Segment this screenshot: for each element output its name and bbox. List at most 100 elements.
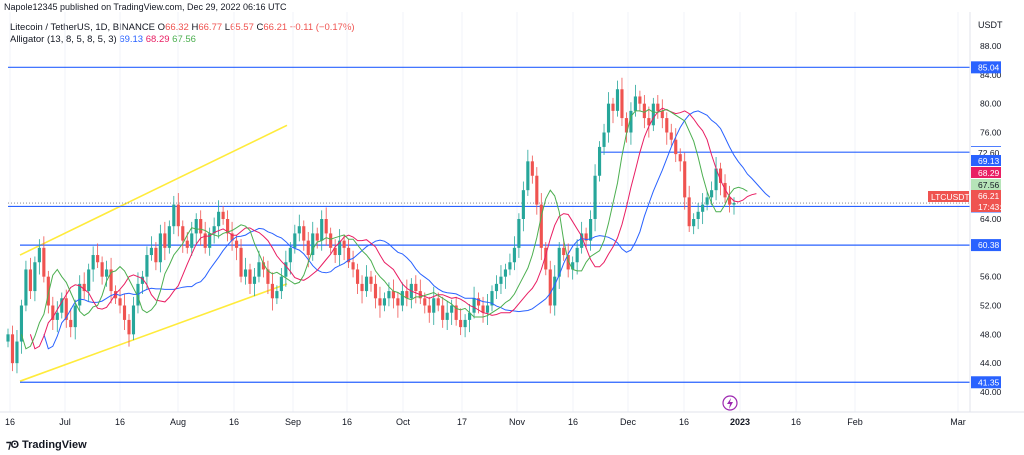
- y-tick-label: 56.00: [980, 272, 1002, 282]
- candle-body: [517, 219, 521, 248]
- candle-body: [257, 262, 261, 277]
- alligator-teeth: [29, 107, 757, 350]
- candle-body: [279, 276, 283, 292]
- y-tick-label: 80.00: [980, 99, 1002, 109]
- alligator-lines: [20, 107, 771, 350]
- candle-body: [105, 269, 109, 277]
- candle-body: [100, 262, 104, 277]
- indicator-teeth-value: 68.29: [145, 34, 170, 45]
- candle-body: [96, 255, 100, 263]
- candle-body: [10, 334, 15, 364]
- candle-body: [28, 269, 32, 292]
- candle-body: [557, 247, 561, 277]
- candle-body: [620, 89, 624, 119]
- candle-body: [351, 262, 355, 270]
- candle-body: [732, 203, 736, 205]
- candle-body: [15, 341, 19, 364]
- x-tick-label: 16: [791, 417, 801, 427]
- candle-body: [320, 219, 324, 241]
- candle-body: [37, 247, 41, 263]
- y-tick-label: 48.00: [980, 329, 1002, 339]
- candle-body: [597, 146, 602, 176]
- candle-body: [6, 334, 10, 342]
- candle-body: [297, 226, 301, 234]
- candle-body: [727, 197, 732, 205]
- legend-symbol: Litecoin / TetherUS, 1D, BINANCE: [10, 22, 156, 33]
- candle-body: [660, 110, 664, 119]
- candle-body: [445, 312, 449, 320]
- candle-body: [131, 305, 136, 335]
- candle-body: [208, 233, 212, 248]
- candle-body: [683, 161, 687, 198]
- candle-body: [606, 103, 611, 133]
- candle-body: [615, 89, 620, 111]
- candle-body: [324, 219, 328, 234]
- candle-body: [508, 262, 512, 270]
- candles: [6, 77, 736, 374]
- candle-body: [369, 276, 373, 284]
- candle-body: [494, 283, 499, 292]
- candle-body: [19, 305, 24, 342]
- level-price-label: 41.35: [978, 377, 1000, 387]
- candle-body: [140, 276, 145, 284]
- x-tick-label: 16: [568, 417, 578, 427]
- bolt-icon[interactable]: [722, 395, 738, 411]
- candle-body: [163, 233, 167, 248]
- candle-body: [584, 233, 588, 241]
- legend-open: O66.32: [157, 22, 189, 33]
- candle-body: [692, 219, 696, 227]
- candle-body: [571, 262, 575, 270]
- candle-body: [24, 269, 28, 306]
- alligator-jaw: [43, 110, 771, 350]
- value-tag-label: 66.21: [978, 191, 1000, 201]
- candle-body: [696, 211, 700, 219]
- legend-high: H66.77: [191, 22, 223, 33]
- candle-body: [548, 269, 552, 306]
- candle-body: [405, 291, 409, 299]
- candle-body: [544, 247, 548, 270]
- candle-body: [149, 247, 153, 256]
- candle-body: [355, 269, 360, 284]
- value-tag: [971, 190, 1001, 201]
- candle-body: [463, 319, 467, 328]
- x-tick-label: Feb: [847, 417, 863, 427]
- x-tick-label: Dec: [620, 417, 637, 427]
- legend-indicator-row[interactable]: Alligator (13, 8, 5, 8, 5, 3) 69.13 68.2…: [10, 34, 355, 46]
- candle-body: [459, 319, 463, 328]
- candle-body: [248, 269, 252, 284]
- candle-body: [391, 291, 395, 299]
- candle-body: [293, 233, 297, 248]
- level-price-tag: [971, 61, 1001, 74]
- candle-body: [674, 139, 678, 155]
- candle-body: [589, 219, 593, 241]
- candle-body: [158, 233, 162, 263]
- x-tick-label: Oct: [396, 417, 411, 427]
- candle-body: [468, 312, 472, 320]
- x-tick-label: 16: [342, 417, 352, 427]
- value-tag: [971, 179, 1001, 190]
- y-tick-label: 88.00: [980, 41, 1002, 51]
- candle-body: [499, 276, 503, 284]
- level-price-tag: [971, 239, 1001, 252]
- candle-body: [503, 269, 508, 277]
- candle-body: [55, 312, 59, 320]
- y-tick-label: 40.00: [980, 387, 1002, 397]
- y-tick-label: 84.00: [980, 70, 1002, 80]
- brand-footer[interactable]: ⁊ʘ TradingView: [6, 438, 87, 452]
- price-axis: 88.0084.0080.0076.0072.0068.0064.0060.00…: [980, 41, 1002, 397]
- candle-body: [181, 226, 185, 241]
- candle-body: [51, 305, 55, 320]
- candle-body: [347, 247, 351, 263]
- candle-body: [212, 226, 216, 234]
- published-note: Napole12345 published on TradingView.com…: [4, 2, 287, 12]
- candle-body: [176, 204, 180, 227]
- value-tag: [971, 167, 1001, 178]
- y-tick-label: 76.00: [980, 128, 1002, 138]
- candle-body: [566, 255, 570, 270]
- candle-body: [481, 305, 485, 313]
- channel-line: [19, 283, 288, 382]
- candle-body: [46, 276, 50, 306]
- candle-body: [154, 247, 158, 263]
- candle-body: [194, 219, 198, 234]
